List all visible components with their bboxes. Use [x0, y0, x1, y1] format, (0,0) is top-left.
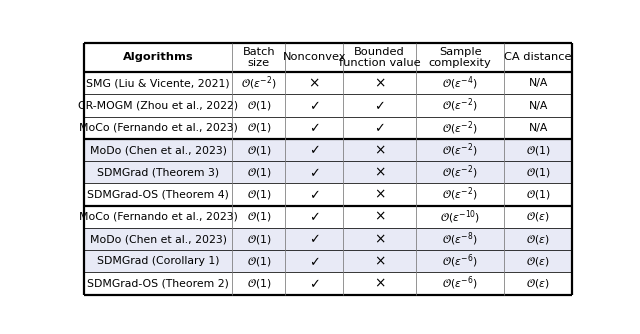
Text: SDMGrad (Corollary 1): SDMGrad (Corollary 1) [97, 256, 220, 266]
Text: $\mathcal{O}(\epsilon)$: $\mathcal{O}(\epsilon)$ [526, 277, 550, 290]
Text: $\mathcal{O}(\epsilon)$: $\mathcal{O}(\epsilon)$ [526, 255, 550, 268]
Text: $\checkmark$: $\checkmark$ [309, 210, 319, 223]
Bar [84, 250, 572, 273]
Text: Sample
complexity: Sample complexity [429, 47, 492, 68]
Text: $\mathcal{O}(\epsilon^{-2})$: $\mathcal{O}(\epsilon^{-2})$ [442, 141, 478, 159]
Text: $\mathcal{O}(\epsilon^{-2})$: $\mathcal{O}(\epsilon^{-2})$ [442, 97, 478, 115]
Text: $\mathcal{O}(1)$: $\mathcal{O}(1)$ [246, 255, 271, 268]
Text: Bounded
function value: Bounded function value [339, 47, 420, 68]
Text: Algorithms: Algorithms [123, 52, 193, 62]
Text: N/A: N/A [529, 101, 548, 111]
Text: $\times$: $\times$ [308, 76, 320, 91]
Text: $\times$: $\times$ [374, 76, 385, 91]
Text: $\mathcal{O}(\epsilon^{-4})$: $\mathcal{O}(\epsilon^{-4})$ [442, 74, 478, 92]
Text: MoCo (Fernando et al., 2023): MoCo (Fernando et al., 2023) [79, 212, 237, 222]
Text: $\checkmark$: $\checkmark$ [309, 144, 319, 157]
Text: $\checkmark$: $\checkmark$ [374, 121, 385, 134]
Text: $\times$: $\times$ [374, 232, 385, 246]
Text: $\mathcal{O}(\epsilon^{-6})$: $\mathcal{O}(\epsilon^{-6})$ [442, 275, 478, 292]
Text: Nonconvex: Nonconvex [282, 52, 346, 62]
Text: $\mathcal{O}(1)$: $\mathcal{O}(1)$ [526, 166, 550, 179]
Text: $\mathcal{O}(\epsilon^{-2})$: $\mathcal{O}(\epsilon^{-2})$ [442, 186, 478, 203]
Text: $\mathcal{O}(\epsilon^{-2})$: $\mathcal{O}(\epsilon^{-2})$ [442, 119, 478, 137]
Text: $\mathcal{O}(1)$: $\mathcal{O}(1)$ [246, 144, 271, 157]
Text: MoDo (Chen et al., 2023): MoDo (Chen et al., 2023) [90, 234, 227, 244]
Text: $\checkmark$: $\checkmark$ [309, 121, 319, 134]
Text: $\times$: $\times$ [374, 188, 385, 202]
Text: $\mathcal{O}(\epsilon^{-6})$: $\mathcal{O}(\epsilon^{-6})$ [442, 253, 478, 270]
Bar [84, 161, 572, 183]
Text: $\checkmark$: $\checkmark$ [309, 188, 319, 201]
Text: $\mathcal{O}(1)$: $\mathcal{O}(1)$ [246, 277, 271, 290]
Text: $\mathcal{O}(1)$: $\mathcal{O}(1)$ [246, 210, 271, 223]
Text: $\mathcal{O}(\epsilon^{-10})$: $\mathcal{O}(\epsilon^{-10})$ [440, 208, 480, 226]
Text: N/A: N/A [529, 123, 548, 133]
Text: SDMGrad-OS (Theorem 4): SDMGrad-OS (Theorem 4) [87, 190, 229, 200]
Text: $\mathcal{O}(1)$: $\mathcal{O}(1)$ [526, 144, 550, 157]
Text: $\checkmark$: $\checkmark$ [309, 255, 319, 268]
Bar [84, 228, 572, 250]
Text: $\mathcal{O}(1)$: $\mathcal{O}(1)$ [246, 121, 271, 134]
Text: $\times$: $\times$ [374, 210, 385, 224]
Text: $\checkmark$: $\checkmark$ [309, 99, 319, 112]
Text: CR-MOGM (Zhou et al., 2022): CR-MOGM (Zhou et al., 2022) [78, 101, 238, 111]
Text: SMG (Liu & Vicente, 2021): SMG (Liu & Vicente, 2021) [86, 78, 230, 89]
Text: $\checkmark$: $\checkmark$ [309, 166, 319, 179]
Text: $\mathcal{O}(\epsilon^{-2})$: $\mathcal{O}(\epsilon^{-2})$ [442, 164, 478, 181]
Text: $\times$: $\times$ [374, 143, 385, 157]
Text: $\mathcal{O}(\epsilon)$: $\mathcal{O}(\epsilon)$ [526, 210, 550, 223]
Text: $\mathcal{O}(\epsilon^{-2})$: $\mathcal{O}(\epsilon^{-2})$ [241, 74, 276, 92]
Text: $\mathcal{O}(\epsilon)$: $\mathcal{O}(\epsilon)$ [526, 232, 550, 245]
Text: $\times$: $\times$ [374, 254, 385, 268]
Text: $\mathcal{O}(\epsilon^{-8})$: $\mathcal{O}(\epsilon^{-8})$ [442, 230, 478, 248]
Text: Batch
size: Batch size [243, 47, 275, 68]
Text: $\mathcal{O}(1)$: $\mathcal{O}(1)$ [246, 232, 271, 245]
Text: MoCo (Fernando et al., 2023): MoCo (Fernando et al., 2023) [79, 123, 237, 133]
Text: $\mathcal{O}(1)$: $\mathcal{O}(1)$ [246, 188, 271, 201]
Text: $\mathcal{O}(1)$: $\mathcal{O}(1)$ [246, 99, 271, 112]
Text: $\checkmark$: $\checkmark$ [309, 232, 319, 245]
Text: $\times$: $\times$ [374, 277, 385, 291]
Text: $\checkmark$: $\checkmark$ [309, 277, 319, 290]
Text: $\checkmark$: $\checkmark$ [374, 99, 385, 112]
Text: $\mathcal{O}(1)$: $\mathcal{O}(1)$ [526, 188, 550, 201]
Text: MoDo (Chen et al., 2023): MoDo (Chen et al., 2023) [90, 145, 227, 155]
Text: SDMGrad (Theorem 3): SDMGrad (Theorem 3) [97, 167, 220, 177]
Bar [84, 139, 572, 161]
Text: SDMGrad-OS (Theorem 2): SDMGrad-OS (Theorem 2) [87, 279, 229, 289]
Text: $\times$: $\times$ [374, 165, 385, 179]
Text: N/A: N/A [529, 78, 548, 89]
Text: CA distance: CA distance [504, 52, 572, 62]
Text: $\mathcal{O}(1)$: $\mathcal{O}(1)$ [246, 166, 271, 179]
